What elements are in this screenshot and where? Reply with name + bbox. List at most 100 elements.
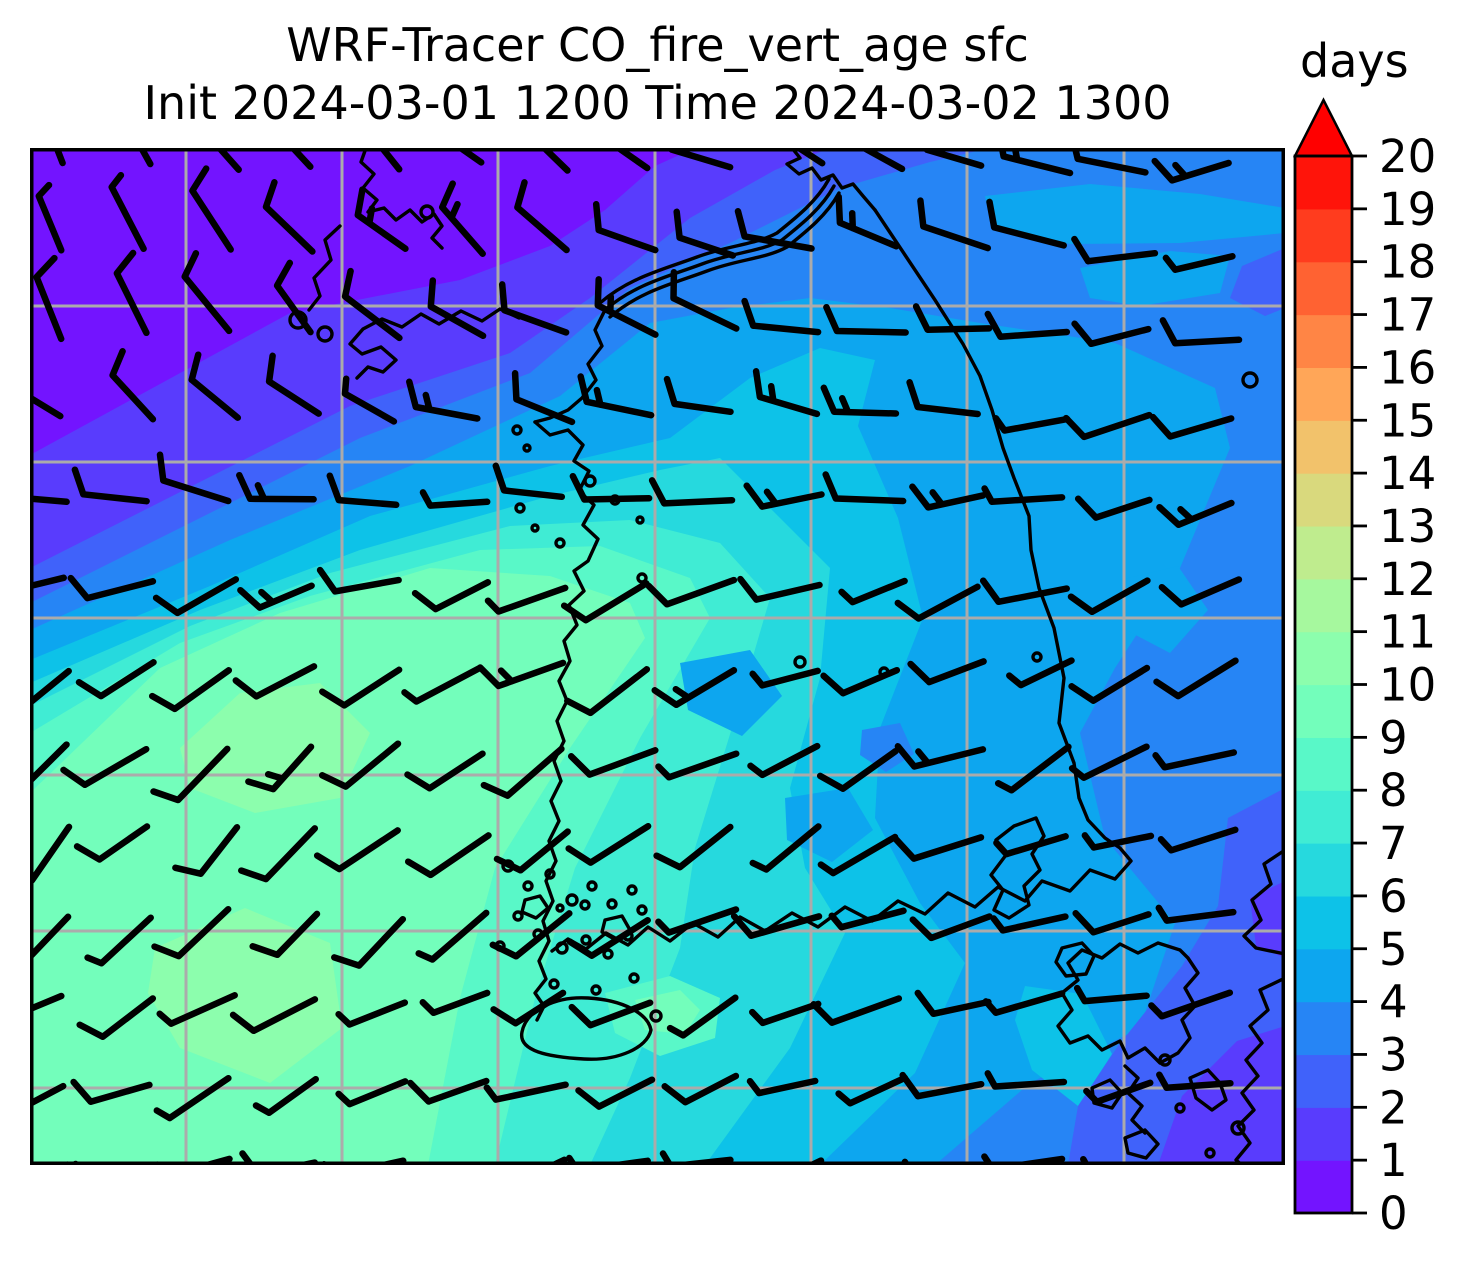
- colorbar-segment-16: [1295, 314, 1352, 368]
- wind-barb: [411, 579, 492, 613]
- island-circle: [548, 978, 560, 990]
- wind-barb: [492, 462, 566, 501]
- coastline-path: [1188, 1068, 1228, 1112]
- wind-barb: [1151, 157, 1232, 184]
- wind-barb: [331, 915, 407, 969]
- wind-barb: [1148, 989, 1234, 1020]
- wind-barb: [569, 472, 653, 503]
- contour-band-10-11: [180, 683, 370, 813]
- wind-barb: [30, 667, 72, 707]
- wind-barb: [567, 747, 659, 778]
- wind-barb: [734, 208, 815, 252]
- wind-barb: [670, 268, 740, 332]
- wind-barb: [909, 483, 987, 511]
- contour-band-10-11: [148, 908, 342, 1083]
- wind-barb: [273, 259, 314, 336]
- wind-barb: [514, 179, 570, 254]
- wind-barb: [490, 989, 567, 1027]
- wind-barb: [1162, 253, 1236, 273]
- island-circle: [530, 523, 540, 533]
- colorbar-segment-18: [1295, 208, 1352, 263]
- wind-barb: [822, 471, 907, 505]
- wind-barb: [188, 351, 242, 421]
- wind-barb: [568, 999, 654, 1029]
- wind-barb: [318, 740, 402, 790]
- colorbar-segment-19: [1295, 156, 1352, 210]
- colorbar-tick-label: 1: [1379, 1134, 1408, 1187]
- wind-barb: [912, 303, 993, 333]
- wind-barb: [1062, 411, 1153, 441]
- island-circle: [635, 515, 645, 525]
- wind-barb: [747, 742, 821, 779]
- wind-barb: [994, 743, 1072, 794]
- wind-barb: [181, 250, 233, 335]
- chart-title: WRF-Tracer CO_fire_vert_age sfc: [286, 18, 1029, 72]
- colorbar-units-label: days: [1300, 34, 1409, 88]
- wind-barb: [483, 1081, 569, 1103]
- wind-barb: [1153, 657, 1239, 700]
- wind-barb: [401, 665, 483, 705]
- contour-band-4-5: [680, 650, 782, 736]
- wind-barb: [489, 910, 573, 960]
- wind-barb: [749, 1000, 822, 1027]
- wind-barb: [30, 495, 70, 506]
- wind-barb: [835, 1074, 909, 1107]
- wind-barb: [907, 658, 987, 686]
- wind-barb: [990, 913, 1069, 934]
- colorbar-segment-2: [1295, 1054, 1352, 1108]
- island-circle: [636, 572, 648, 584]
- wind-barb: [152, 576, 240, 617]
- wind-barb: [71, 466, 150, 505]
- wind-barb: [668, 148, 734, 171]
- wind-barb: [979, 577, 1070, 606]
- wind-barb: [984, 1070, 1068, 1090]
- colorbar-segment-6: [1295, 843, 1352, 897]
- coastline-path: [598, 177, 831, 305]
- colorbar-segment-11: [1295, 578, 1352, 633]
- wind-barb: [172, 824, 241, 877]
- wind-barb: [909, 913, 993, 942]
- wind-barb: [511, 370, 576, 426]
- wind-barb: [53, 148, 66, 167]
- coastline-path: [608, 191, 841, 319]
- wind-barb: [419, 989, 491, 1017]
- wind-barb: [666, 994, 739, 1039]
- colorbar-segment-7: [1295, 790, 1352, 844]
- colorbar-tick-label: 11: [1379, 606, 1436, 659]
- wind-barb: [655, 906, 740, 936]
- wind-barb: [1157, 826, 1239, 854]
- wind-barb: [906, 379, 981, 418]
- chart-subtitle: Init 2024-03-01 1200 Time 2024-03-02 130…: [143, 76, 1172, 130]
- wind-barb: [245, 743, 315, 793]
- wind-barb: [1006, 657, 1075, 689]
- colorbar-extend-arrow: [1292, 97, 1355, 158]
- island-circle: [579, 899, 591, 911]
- island-circle: [1031, 651, 1043, 663]
- wind-barb: [109, 348, 157, 423]
- wind-barb: [749, 823, 822, 873]
- colorbar-tick-label: 6: [1379, 870, 1408, 923]
- wind-barb: [419, 489, 491, 509]
- colorbar-tick-label: 9: [1379, 711, 1408, 764]
- coastline-path: [1234, 976, 1285, 1165]
- wind-barb: [810, 995, 903, 1026]
- wind-barb: [156, 992, 238, 1027]
- map-frame: [30, 148, 1285, 1165]
- colorbar-tick-label: 7: [1379, 817, 1408, 870]
- wind-barb: [151, 905, 232, 960]
- colorbar-tick-label: 8: [1379, 764, 1408, 817]
- wind-barb: [1081, 832, 1155, 851]
- island-circle: [1204, 1147, 1216, 1159]
- colorbar-segment-10: [1295, 631, 1352, 686]
- wind-barb: [1152, 749, 1238, 771]
- colorbar-tick-label: 17: [1379, 289, 1436, 342]
- colorbar-tick-label: 12: [1379, 553, 1436, 606]
- wind-barb: [30, 992, 65, 1013]
- wind-barb: [406, 378, 481, 422]
- wind-barb: [427, 277, 487, 340]
- wind-barb: [313, 827, 401, 873]
- colorbar-tick-label: 3: [1379, 1028, 1408, 1081]
- wind-barb: [648, 477, 736, 507]
